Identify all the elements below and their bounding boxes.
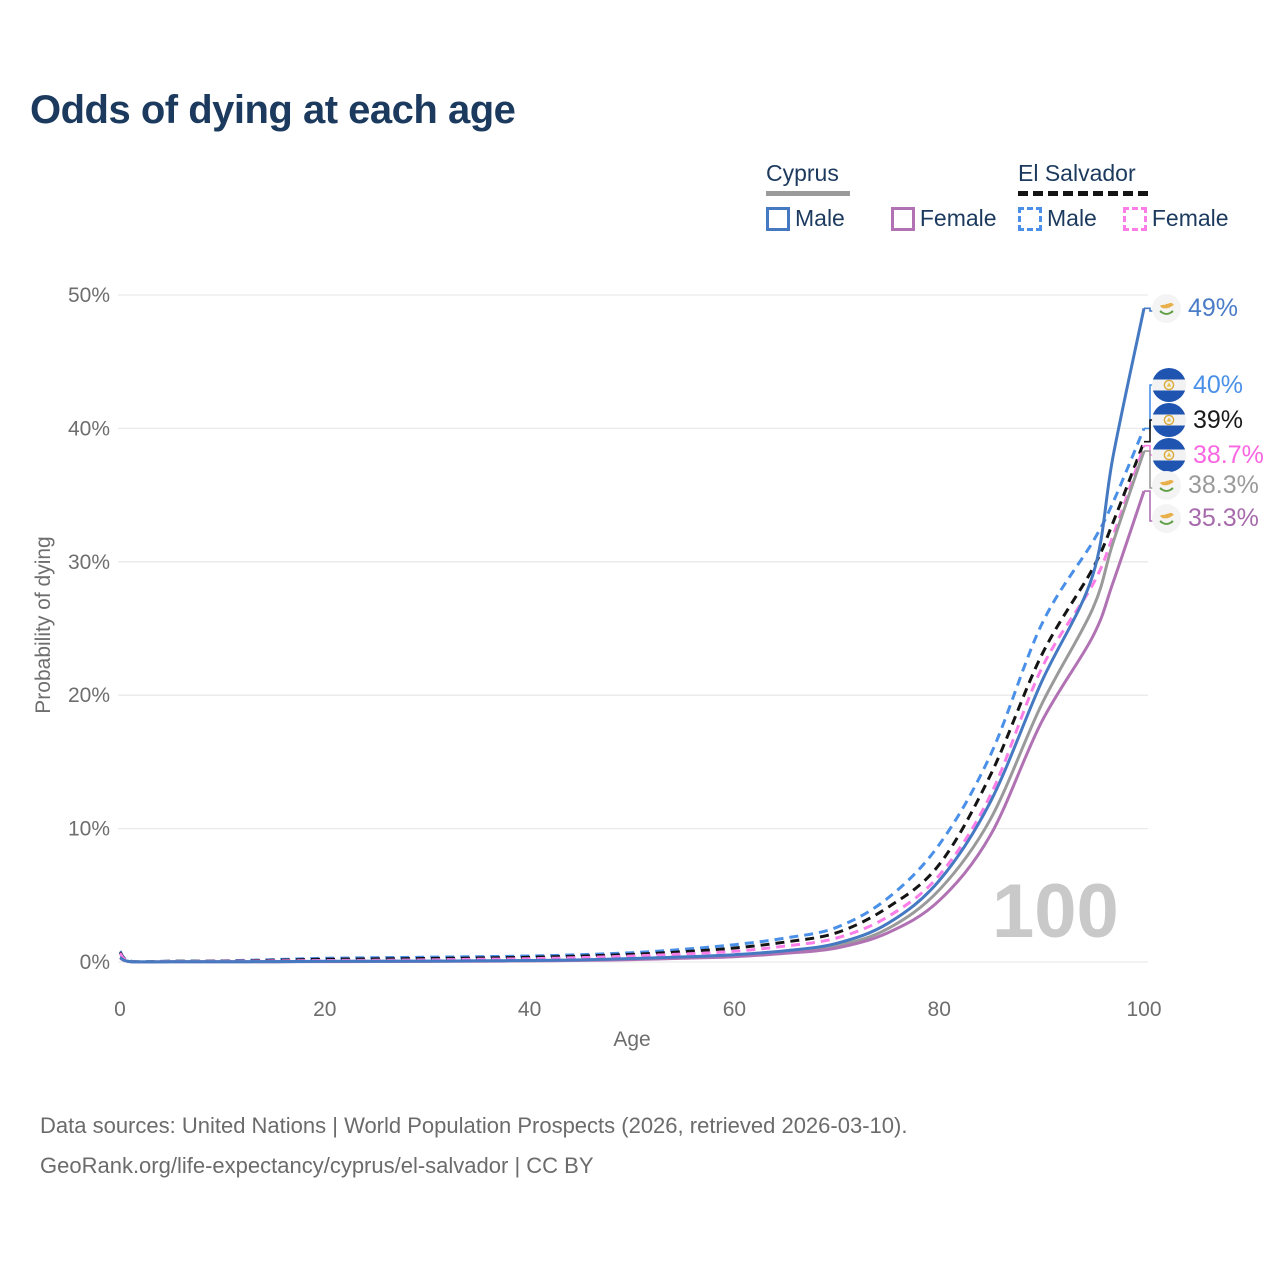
- end-label-es-male: 40%: [1152, 368, 1243, 402]
- legend-group-cyprus: Cyprus Male Female: [766, 160, 997, 232]
- el-salvador-flag-icon: [1152, 403, 1186, 437]
- y-tick-label: 20%: [68, 684, 110, 707]
- end-label-value: 39%: [1193, 405, 1244, 434]
- end-label-es-both: 39%: [1152, 403, 1243, 437]
- footer: Data sources: United Nations | World Pop…: [40, 1106, 907, 1186]
- cyprus-male-swatch-icon: [766, 206, 790, 231]
- legend-header-el-salvador: El Salvador: [1018, 160, 1229, 196]
- x-tick-label: 20: [313, 998, 336, 1021]
- el-salvador-dashed-line-icon: [1018, 191, 1148, 196]
- line-cyprus-male: [119, 307, 1146, 964]
- y-axis-title: Probability of dying: [32, 536, 55, 714]
- legend-item-cyprus-male[interactable]: Male: [766, 205, 845, 232]
- y-tick-label: 0%: [80, 951, 110, 974]
- cyprus-flag-icon: [1152, 294, 1181, 323]
- end-label-value: 38.7%: [1193, 440, 1264, 469]
- y-tick-label: 30%: [68, 551, 110, 574]
- el-salvador-flag-icon: [1152, 438, 1186, 472]
- x-tick-label: 40: [518, 998, 541, 1021]
- legend-item-el-salvador-female[interactable]: Female: [1122, 205, 1229, 232]
- cyprus-solid-line-icon: [766, 191, 850, 196]
- y-tick-label: 10%: [68, 818, 110, 841]
- end-label-value: 49%: [1188, 294, 1239, 322]
- el-salvador-female-swatch-icon: [1122, 206, 1147, 231]
- legend-item-label: Male: [795, 205, 845, 231]
- legend-item-label: Female: [1151, 205, 1229, 231]
- x-tick-label: 80: [928, 998, 951, 1021]
- x-axis-title: Age: [613, 1028, 651, 1051]
- legend-item-label: Female: [919, 205, 997, 231]
- cyprus-flag-icon: [1152, 471, 1181, 500]
- end-label-cyprus-male: 49%: [1152, 294, 1238, 323]
- legend-country-label-el-salvador: El Salvador: [1018, 160, 1136, 186]
- el-salvador-male-swatch-icon: [1018, 206, 1042, 231]
- legend-item-el-salvador-male[interactable]: Male: [1018, 205, 1097, 232]
- x-tick-label: 60: [723, 998, 746, 1021]
- age-watermark: 100: [992, 869, 1119, 954]
- line-es-female: [118, 445, 1146, 964]
- end-label-cyprus-female: 35.3%: [1152, 504, 1259, 533]
- el-salvador-flag-icon: [1152, 368, 1186, 402]
- end-label-value: 38.3%: [1188, 471, 1259, 499]
- end-label-value: 40%: [1193, 370, 1244, 399]
- y-tick-label: 50%: [68, 284, 110, 307]
- line-cyprus-both: [119, 450, 1146, 964]
- x-tick-label: 0: [114, 998, 126, 1021]
- legend-item-label: Male: [1047, 205, 1097, 231]
- y-tick-label: 40%: [68, 417, 110, 440]
- page-title: Odds of dying at each age: [30, 88, 516, 132]
- end-label-value: 35.3%: [1188, 504, 1259, 532]
- end-label-es-female: 38.7%: [1152, 438, 1264, 472]
- footer-attribution: GeoRank.org/life-expectancy/cyprus/el-sa…: [40, 1153, 594, 1178]
- x-tick-label: 100: [1126, 998, 1161, 1021]
- cyprus-flag-icon: [1152, 504, 1181, 533]
- footer-data-sources: Data sources: United Nations | World Pop…: [40, 1113, 908, 1138]
- end-label-cyprus-both: 38.3%: [1152, 471, 1259, 500]
- legend-header-cyprus: Cyprus: [766, 160, 997, 196]
- legend-group-el-salvador: El Salvador Male Female: [1018, 160, 1229, 232]
- legend-item-cyprus-female[interactable]: Female: [890, 205, 997, 232]
- line-es-both: [118, 441, 1146, 964]
- cyprus-female-swatch-icon: [890, 206, 915, 231]
- legend-country-label-cyprus: Cyprus: [766, 160, 839, 186]
